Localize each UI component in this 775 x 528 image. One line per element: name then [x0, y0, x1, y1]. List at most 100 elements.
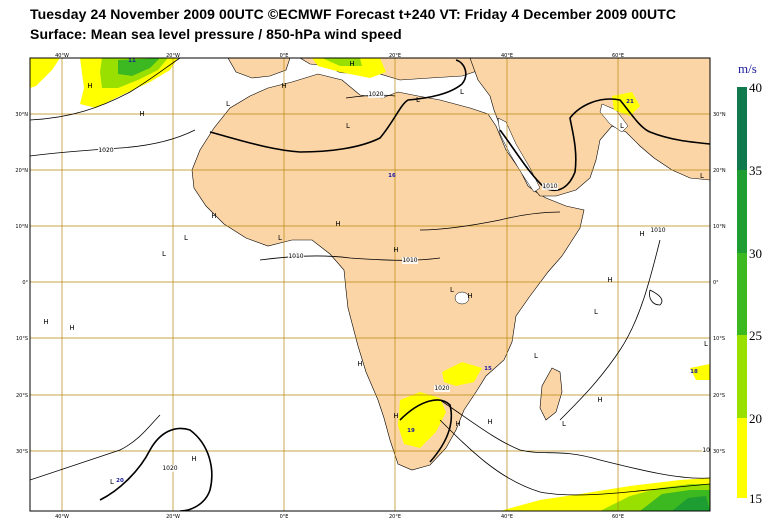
pressure-center-low: L	[278, 234, 282, 242]
pressure-center-low: L	[346, 122, 350, 130]
pressure-center-low: L	[162, 250, 166, 258]
pressure-center-high: H	[335, 220, 340, 228]
arabia-landmass	[469, 58, 710, 197]
pressure-center-high: H	[607, 276, 612, 284]
wind-speed-label: 16	[388, 173, 396, 179]
wind-shade-15-20	[612, 92, 640, 116]
longitude-label-bottom: 40°W	[55, 514, 69, 520]
wind-shade-20-25	[322, 58, 362, 66]
isobar-label: 1010	[402, 257, 417, 264]
isobar-label: 1020	[98, 147, 113, 154]
lake-victoria	[454, 291, 470, 305]
pressure-center-high: H	[139, 110, 144, 118]
pressure-center-high: H	[281, 82, 286, 90]
colorbar-band-25-30	[737, 253, 747, 335]
pressure-center-high: H	[455, 420, 460, 428]
wind-shade-25-30	[118, 58, 160, 76]
isobar-label-bg	[368, 91, 384, 98]
latitude-label: 10°S	[16, 336, 28, 342]
pressure-center-low: L	[450, 286, 454, 294]
pressure-center-low: L	[534, 352, 538, 360]
longitude-label-bottom: 20°E	[389, 514, 401, 520]
wind-speed-label: 20	[116, 478, 124, 484]
latitude-label: 30°S	[16, 449, 28, 455]
africa-landmass	[191, 73, 585, 471]
pressure-center-high: H	[393, 412, 398, 420]
isobar-label-bg	[98, 147, 114, 154]
isobar-label-bg	[288, 253, 304, 260]
pressure-center-low: L	[620, 122, 624, 130]
wind-speed-label: 21	[626, 99, 634, 105]
pressure-center-low: L	[226, 100, 230, 108]
isobar-label-bg	[402, 257, 418, 264]
europe-coast	[227, 58, 291, 79]
isobar-label: 1010	[288, 253, 303, 260]
isobar-label: 1020	[162, 465, 177, 472]
longitude-label-top: 40°E	[501, 53, 513, 59]
latitude-label: 20°S	[713, 393, 725, 399]
pressure-center-low: L	[460, 88, 464, 96]
latitude-label: 30°N	[15, 112, 28, 118]
latitude-label: 0°	[713, 280, 719, 286]
wind-shade-15-20	[30, 58, 60, 88]
isobar-label-bg	[650, 227, 666, 234]
longitude-label-top: 40°W	[55, 53, 69, 59]
colorbar-unit: m/s	[738, 61, 757, 76]
pressure-center-high: H	[43, 318, 48, 326]
colorbar	[737, 87, 747, 498]
pressure-center-high: H	[349, 60, 354, 68]
colorbar-tick: 25	[749, 328, 762, 343]
wind-shade-15-20	[442, 362, 482, 386]
wind-speed-label: 11	[128, 58, 136, 64]
colorbar-tick: 40	[749, 80, 762, 95]
pressure-center-low: L	[704, 340, 708, 348]
wind-shade-15-20	[312, 58, 386, 78]
longitude-label-bottom: 60°E	[612, 514, 624, 520]
pressure-center-high: H	[597, 396, 602, 404]
isobar-label: 1020	[368, 91, 383, 98]
latitude-label: 20°S	[16, 393, 28, 399]
graticule	[30, 58, 710, 511]
pressure-center-low: L	[110, 478, 114, 486]
latitude-label: 10°N	[713, 224, 726, 230]
isobar-label: 1020	[434, 385, 449, 392]
pressure-center-low: L	[594, 308, 598, 316]
pressure-center-high: H	[191, 455, 196, 463]
latitude-label: 0°	[22, 280, 28, 286]
latitude-labels-left: 30°N 20°N 10°N 0° 10°S 20°S 30°S	[15, 112, 28, 455]
pressure-center-low: L	[700, 172, 704, 180]
map-frame	[29, 57, 711, 512]
pressure-center-low: L	[562, 420, 566, 428]
latitude-labels-right: 30°N 20°N 10°N 0° 10°S 20°S 30°S	[713, 112, 726, 455]
isobar-label: 1010	[650, 227, 665, 234]
latitude-label: 10°N	[15, 224, 28, 230]
latitude-label: 10°S	[713, 336, 725, 342]
map-title: Tuesday 24 November 2009 00UTC ©ECMWF Fo…	[30, 6, 677, 22]
longitude-label-bottom: 40°E	[501, 514, 513, 520]
colorbar-band-35-40	[737, 87, 747, 170]
colorbar-band-20-25	[737, 335, 747, 418]
isobar-label-bg	[542, 183, 558, 190]
pressure-center-high: H	[357, 360, 362, 368]
isobar-label-bg	[434, 385, 450, 392]
wind-shade-15-20	[690, 364, 710, 380]
longitude-label-bottom: 20°W	[166, 514, 180, 520]
longitude-label-top: 0°E	[280, 53, 289, 59]
longitude-label-top: 20°E	[389, 53, 401, 59]
colorbar-tick: 30	[749, 246, 762, 261]
colorbar-tick: 35	[749, 163, 762, 178]
latitude-label: 30°N	[713, 112, 726, 118]
wind-speed-label: 18	[690, 369, 698, 375]
colorbar-band-15-20	[737, 418, 747, 498]
map-subtitle: Surface: Mean sea level pressure / 850-h…	[30, 26, 402, 42]
wind-labels: 11 21 16 15 18 19 20	[116, 58, 698, 484]
wind-speed-label: 15	[484, 366, 492, 372]
pressure-center-high: H	[487, 418, 492, 426]
colorbar-tick: 15	[749, 491, 762, 506]
longitude-label-bottom: 0°E	[280, 514, 289, 520]
pressure-center-low: L	[184, 234, 188, 242]
pressure-center-high: H	[639, 230, 644, 238]
isobar-label-bg	[162, 465, 178, 472]
latitude-label: 20°N	[713, 168, 726, 174]
